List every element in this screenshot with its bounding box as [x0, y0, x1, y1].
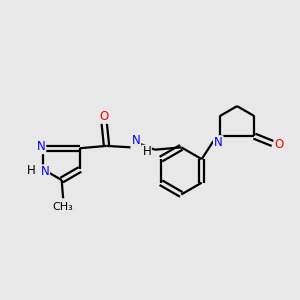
- Text: H: H: [142, 145, 151, 158]
- Text: N: N: [37, 140, 45, 153]
- Text: N: N: [40, 165, 49, 178]
- Text: O: O: [274, 139, 284, 152]
- Text: H: H: [27, 164, 35, 177]
- Text: N: N: [214, 136, 223, 149]
- Text: CH₃: CH₃: [53, 202, 74, 212]
- Text: N: N: [132, 134, 140, 147]
- Text: O: O: [100, 110, 109, 123]
